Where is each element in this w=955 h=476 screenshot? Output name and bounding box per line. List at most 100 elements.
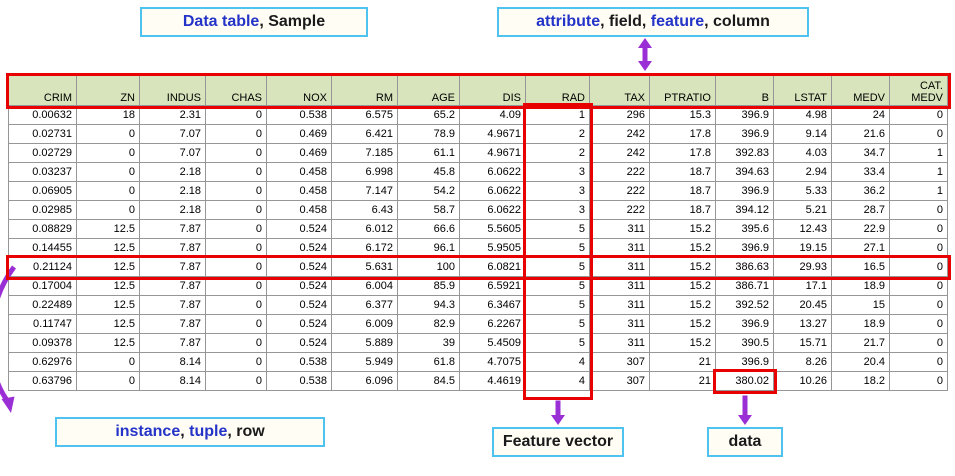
header-row: CRIM ZN INDUS CHAS NOX RM AGE DIS RAD TAX PTRATIO B… [8,75,948,106]
table-cell: 0.17004 [8,276,77,296]
table-row: 0.08829 12.5 7.87 0 0.524 6.012 66.6 5.5605 5 311… [8,219,948,239]
table-cell: 0.524 [266,276,332,296]
table-cell: 0.21124 [8,257,77,277]
table-cell: 6.096 [331,371,398,391]
table-cell: 15.2 [649,257,716,277]
table-cell: 0 [205,352,267,372]
table-cell: 4 [525,371,590,391]
table-cell: 222 [589,181,650,201]
table-cell: 0.02731 [8,124,77,144]
table-cell: 0 [205,257,267,277]
table-cell: 33.4 [831,162,890,182]
table-cell: 311 [589,238,650,258]
table-cell: 5.949 [331,352,398,372]
table-cell: 78.9 [397,124,460,144]
table-cell: 6.0622 [459,181,526,201]
table-cell: 15.2 [649,314,716,334]
table-cell: 18.9 [831,314,890,334]
separator: , [704,13,714,30]
table-cell: 5 [525,314,590,334]
table-cell: 0.14455 [8,238,77,258]
table-cell: 396.9 [715,105,774,125]
table-cell: 7.185 [331,143,398,163]
table-cell: 5.889 [331,333,398,353]
table-cell: 6.004 [331,276,398,296]
table-cell: 45.8 [397,162,460,182]
table-cell: 0 [889,105,948,125]
table-cell: 6.43 [331,200,398,220]
column-header-medv: MEDV [831,75,890,106]
table-row: 0.02985 0 2.18 0 0.458 6.43 58.7 6.0622 3 222 18.7… [8,200,948,220]
label-attribute-field-feature-column: attribute, field, feature, column [497,7,809,37]
table-cell: 7.87 [139,219,206,239]
table-cell: 0.22489 [8,295,77,315]
term-column: column [713,13,770,30]
table-cell: 0 [889,200,948,220]
table-cell: 6.0622 [459,200,526,220]
table-cell: 0 [205,181,267,201]
table-cell: 17.1 [773,276,832,296]
table-cell: 3 [525,200,590,220]
table-cell: 2.94 [773,162,832,182]
table-cell: 0 [889,276,948,296]
table-cell: 7.147 [331,181,398,201]
table-cell: 392.83 [715,143,774,163]
table-cell: 307 [589,352,650,372]
table-cell: 18.2 [831,371,890,391]
term-attribute: attribute [536,13,601,30]
term-data-table: Data table [182,13,260,30]
table-cell: 2.18 [139,181,206,201]
table-cell: 0 [889,124,948,144]
table-row: 0.22489 12.5 7.87 0 0.524 6.377 94.3 6.3467 5 311… [8,295,948,315]
table-cell: 7.87 [139,295,206,315]
table-cell: 17.8 [649,124,716,144]
table-cell: 380.02 [715,371,774,391]
column-header-crim: CRIM [8,75,77,106]
table-cell: 2.31 [139,105,206,125]
table-cell: 0 [76,181,140,201]
table-cell: 8.14 [139,352,206,372]
table-cell: 0.02729 [8,143,77,163]
table-cell: 24 [831,105,890,125]
table-cell: 0.09378 [8,333,77,353]
table-cell: 6.575 [331,105,398,125]
table-cell: 311 [589,314,650,334]
term-feature-vector: Feature vector [502,433,614,450]
table-cell: 1 [525,105,590,125]
table-cell: 5.4509 [459,333,526,353]
table-cell: 12.43 [773,219,832,239]
separator: , [180,423,190,440]
table-cell: 0 [205,200,267,220]
table-cell: 36.2 [831,181,890,201]
table-cell: 0 [205,162,267,182]
separator: , [259,13,269,30]
column-header-dis: DIS [459,75,526,106]
table-cell: 7.07 [139,124,206,144]
table-cell: 61.8 [397,352,460,372]
table-cell: 13.27 [773,314,832,334]
table-cell: 0 [205,143,267,163]
table-cell: 6.172 [331,238,398,258]
table-cell: 12.5 [76,314,140,334]
table-cell: 28.7 [831,200,890,220]
table-cell: 4.7075 [459,352,526,372]
column-header-nox: NOX [266,75,332,106]
table-cell: 9.14 [773,124,832,144]
table-cell: 22.9 [831,219,890,239]
term-row: row [236,423,265,440]
table-cell: 311 [589,219,650,239]
table-cell: 96.1 [397,238,460,258]
table-cell: 0 [889,314,948,334]
table-cell: 0.524 [266,295,332,315]
table-cell: 3 [525,162,590,182]
table-cell: 15 [831,295,890,315]
column-header-b: B [715,75,774,106]
table-cell: 0.02985 [8,200,77,220]
table-row: 0.21124 12.5 7.87 0 0.524 5.631 100 6.0821 5 311 1… [8,257,948,277]
term-tuple: tuple [189,423,228,440]
table-cell: 15.2 [649,276,716,296]
table-cell: 0.458 [266,181,332,201]
table-row: 0.63796 0 8.14 0 0.538 6.096 84.5 4.4619 4 307 21 3… [8,371,948,391]
term-feature: feature [650,13,705,30]
column-header-indus: INDUS [139,75,206,106]
